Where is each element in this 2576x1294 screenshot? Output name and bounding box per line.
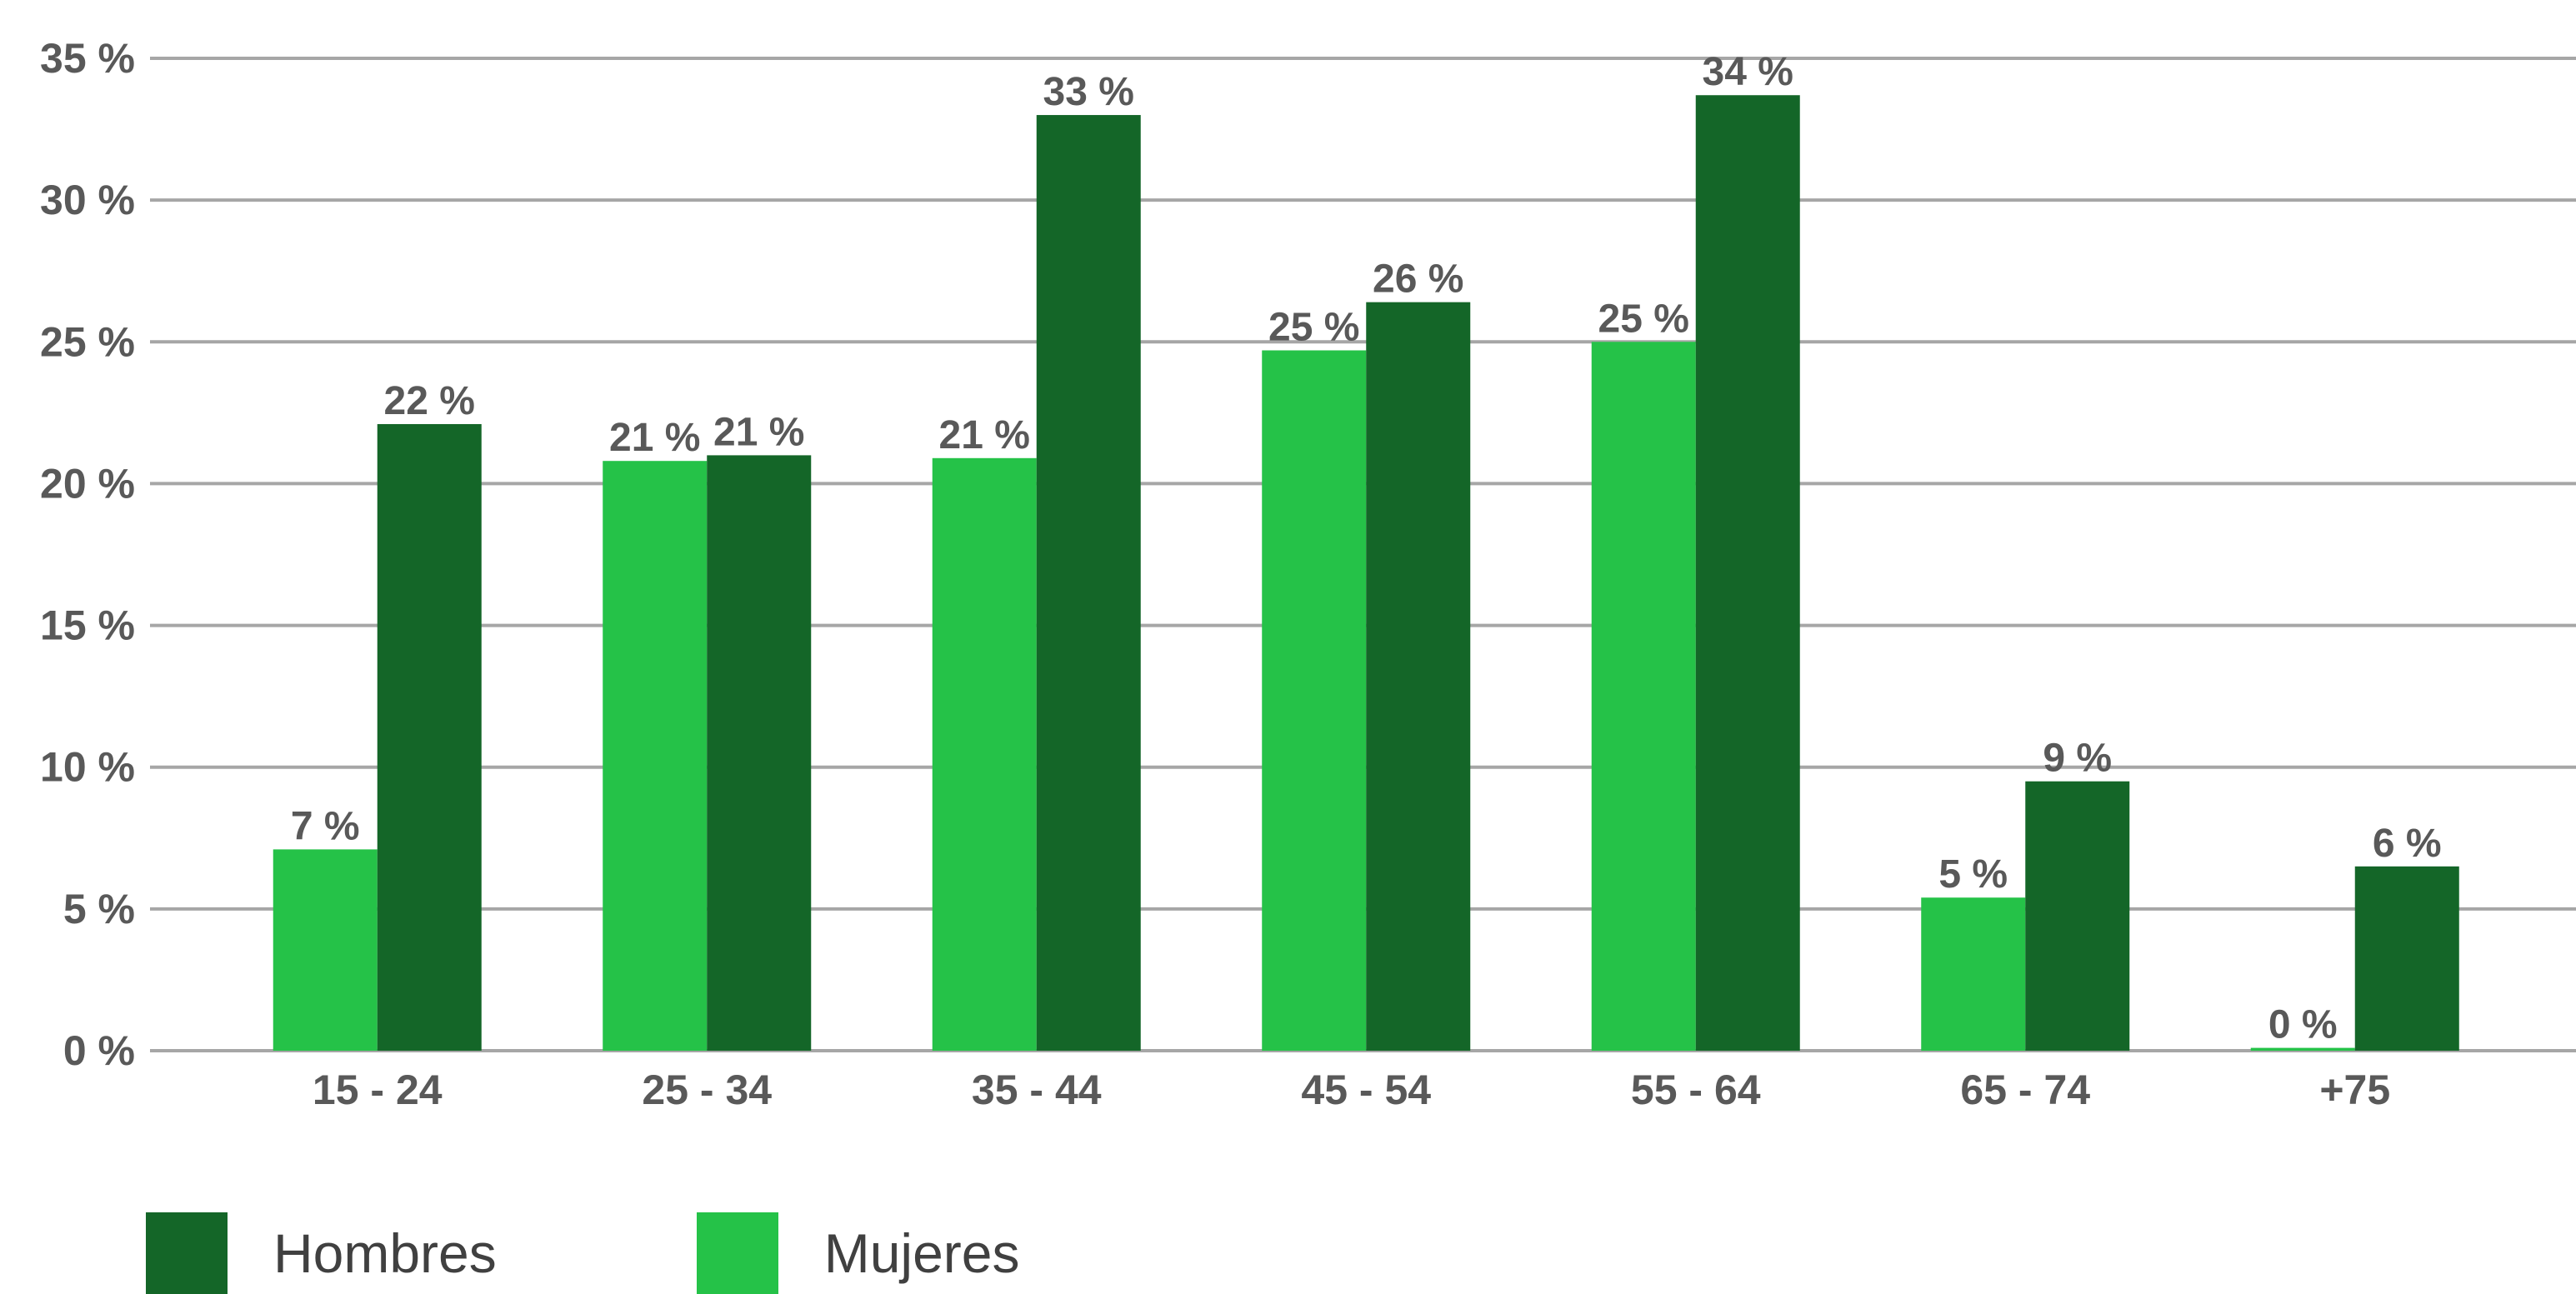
legend-label-mujeres: Mujeres	[823, 1222, 1020, 1284]
data-label-mujeres: 25 %	[1268, 305, 1359, 349]
data-label-hombres: 21 %	[713, 410, 804, 454]
data-label-hombres: 26 %	[1373, 257, 1463, 302]
x-tick-label: 35 - 44	[972, 1067, 1102, 1113]
legend-swatch-mujeres	[696, 1212, 778, 1294]
legend-item-hombres: Hombres	[146, 1212, 497, 1294]
bar-mujeres	[603, 461, 708, 1051]
y-tick-label: 25 %	[40, 318, 135, 365]
legend-swatch-hombres	[146, 1212, 228, 1294]
bar-mujeres	[2250, 1047, 2355, 1051]
y-tick-label: 20 %	[40, 460, 135, 507]
bar-mujeres	[1262, 350, 1367, 1052]
y-tick-label: 35 %	[40, 35, 135, 82]
legend: Hombres Mujeres	[146, 1212, 1220, 1294]
x-tick-label: 55 - 64	[1631, 1067, 1761, 1113]
legend-label-hombres: Hombres	[273, 1222, 497, 1284]
data-label-hombres: 34 %	[1703, 50, 1793, 94]
bar-mujeres	[1921, 897, 2026, 1051]
x-tick-label: 45 - 54	[1301, 1067, 1431, 1113]
bar-mujeres	[273, 849, 378, 1051]
data-label-mujeres: 21 %	[939, 413, 1030, 457]
data-label-mujeres: 25 %	[1598, 297, 1689, 341]
bar-hombres	[2354, 866, 2459, 1051]
data-label-hombres: 6 %	[2373, 822, 2442, 866]
data-label-mujeres: 21 %	[609, 416, 700, 460]
bar-hombres	[2025, 781, 2130, 1051]
bar-hombres	[1036, 115, 1141, 1052]
data-label-mujeres: 0 %	[2268, 1003, 2338, 1047]
bar-hombres	[377, 423, 482, 1051]
bar-mujeres	[1591, 342, 1696, 1051]
y-tick-label: 0 %	[63, 1027, 135, 1074]
data-label-hombres: 33 %	[1043, 70, 1134, 114]
x-tick-label: 15 - 24	[313, 1067, 443, 1113]
y-tick-label: 15 %	[40, 602, 135, 649]
bar-mujeres	[932, 457, 1037, 1051]
data-label-mujeres: 5 %	[1938, 852, 2008, 897]
data-label-mujeres: 7 %	[291, 804, 360, 848]
x-tick-label: 65 - 74	[1960, 1067, 2090, 1113]
bar-hombres	[1695, 95, 1800, 1051]
bar-hombres	[1366, 302, 1471, 1051]
y-tick-label: 10 %	[40, 744, 135, 791]
bar-hombres	[707, 455, 812, 1051]
x-tick-label: 25 - 34	[642, 1067, 772, 1113]
legend-item-mujeres: Mujeres	[696, 1212, 1020, 1294]
data-label-hombres: 22 %	[384, 379, 475, 423]
data-label-hombres: 9 %	[2043, 737, 2112, 781]
y-tick-label: 5 %	[63, 886, 135, 932]
x-tick-label: +75	[2319, 1067, 2390, 1113]
y-tick-label: 30 %	[40, 177, 135, 223]
bar-chart: 0 % 5 % 10 % 15 % 20 % 25 % 30 % 35 % 7 % 22 % 15 …	[40, 35, 2576, 1113]
